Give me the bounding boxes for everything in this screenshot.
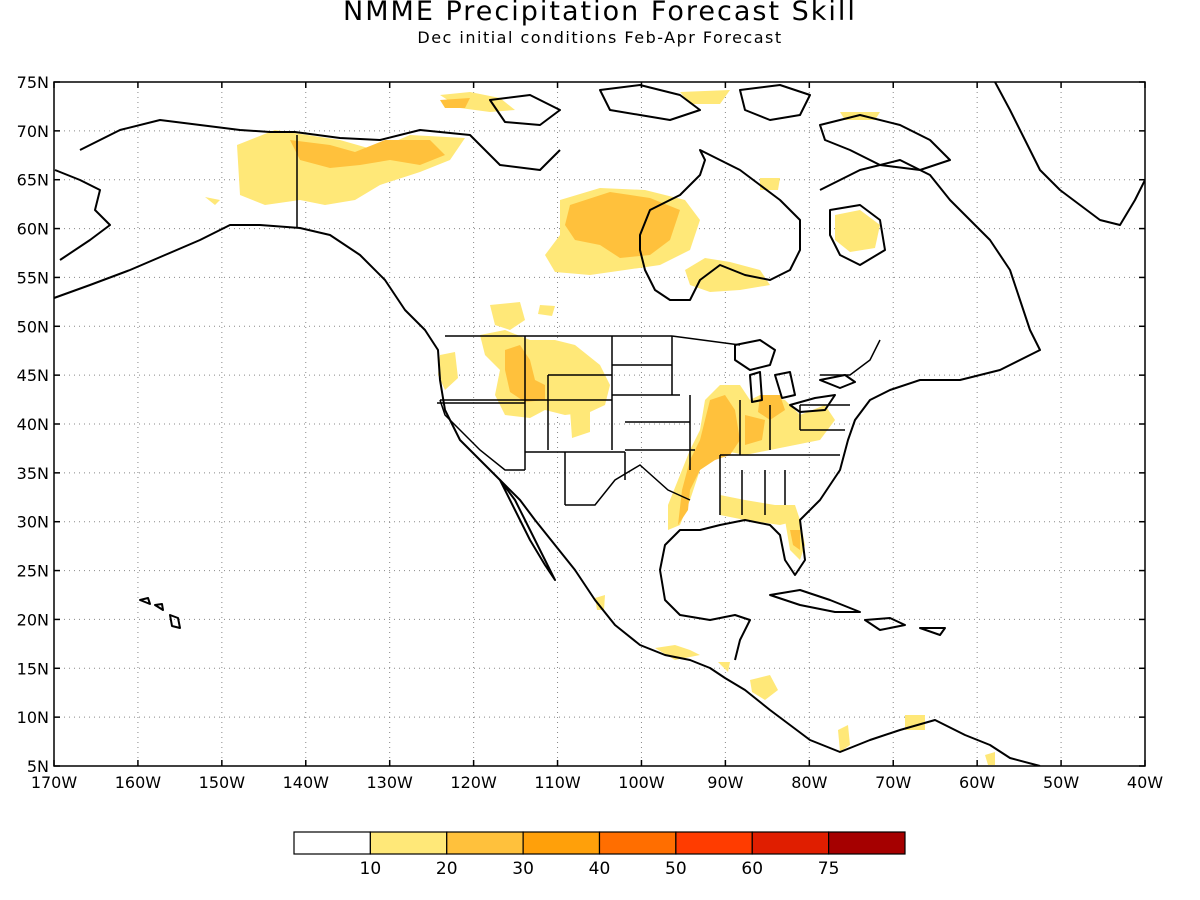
grid-lines [54, 82, 1145, 766]
lat-tick-label: 75N [17, 73, 49, 92]
political-borders [296, 135, 881, 515]
lat-tick-label: 45N [17, 366, 49, 385]
latitude-axis: 75N 70N 65N 60N 55N 50N 45N 40N 35N 30N 25N 20N 15N 1… [17, 73, 1145, 776]
lat-tick-label: 50N [17, 317, 49, 336]
longitude-axis: 170W 160W 150W 140W 130W 120W 110W 100W 90W 80W 70… [31, 82, 1163, 792]
map-subtitle: Dec initial conditions Feb-Apr Forecast [417, 28, 783, 47]
lon-tick-label: 140W [283, 773, 330, 792]
lat-tick-label: 5N [27, 757, 49, 776]
lat-tick-label: 35N [17, 464, 49, 483]
region-mexico-pac [595, 595, 605, 610]
region-pnw [490, 302, 525, 330]
region-ohio-20b [745, 415, 765, 445]
colorbar-swatch [598, 831, 677, 855]
colorbar-tick-label: 60 [741, 859, 763, 879]
region-arctic-2 [440, 98, 470, 108]
lat-tick-label: 30N [17, 513, 49, 532]
colorbar-swatch [675, 831, 753, 855]
region-wyoming [570, 408, 590, 438]
skill-shading [205, 90, 995, 765]
lon-tick-label: 110W [534, 773, 581, 792]
region-oregon [438, 352, 458, 390]
region-cent-am-2 [750, 675, 778, 700]
map-title: NMME Precipitation Forecast Skill [343, 0, 857, 27]
colorbar-tick-label: 75 [818, 859, 840, 879]
region-colombia [838, 725, 850, 752]
region-quebec [835, 210, 880, 252]
region-florida-20 [790, 530, 800, 550]
colorbar-tick-label: 30 [512, 859, 534, 879]
colorbar-swatch [293, 831, 371, 855]
region-cent-am-1 [655, 645, 700, 660]
colorbar-tick-label: 10 [360, 859, 382, 879]
lat-tick-label: 25N [17, 562, 49, 581]
colorbar-swatch [751, 831, 830, 855]
lat-tick-label: 55N [17, 268, 49, 287]
lon-tick-label: 50W [1043, 773, 1079, 792]
lat-tick-label: 40N [17, 415, 49, 434]
colorbar-tick-label: 50 [665, 859, 687, 879]
lon-tick-label: 70W [875, 773, 911, 792]
region-southeast [720, 495, 800, 525]
region-sa-coast [985, 752, 995, 765]
lon-tick-label: 60W [959, 773, 995, 792]
region-pnw-2 [538, 305, 555, 316]
colorbar-swatch [369, 831, 448, 855]
lon-tick-label: 130W [367, 773, 414, 792]
lon-tick-label: 100W [618, 773, 665, 792]
region-arctic-5 [760, 178, 780, 190]
region-yukon-20 [290, 140, 445, 168]
lat-tick-label: 15N [17, 659, 49, 678]
lat-tick-label: 10N [17, 708, 49, 727]
lat-tick-label: 70N [17, 122, 49, 141]
lat-tick-label: 65N [17, 171, 49, 190]
colorbar-swatch [522, 831, 601, 855]
lon-tick-label: 90W [707, 773, 743, 792]
lon-tick-label: 160W [115, 773, 162, 792]
lon-tick-label: 170W [31, 773, 78, 792]
colorbar: 10 20 30 40 50 60 75 [293, 831, 906, 879]
region-ohio-20 [758, 395, 785, 420]
region-cent-am-3 [718, 662, 730, 672]
region-nw-us-10 [480, 330, 610, 418]
coastlines [54, 82, 1145, 766]
colorbar-tick-label: 20 [436, 859, 458, 879]
region-alaska-south [205, 197, 220, 205]
lon-tick-label: 120W [450, 773, 497, 792]
colorbar-swatch [446, 831, 524, 855]
colorbar-tick-label: 40 [589, 859, 611, 879]
lon-tick-label: 80W [791, 773, 827, 792]
lon-tick-label: 150W [199, 773, 246, 792]
region-arctic-3 [680, 90, 730, 104]
region-hudson-south [685, 258, 770, 292]
lon-tick-label: 40W [1127, 773, 1163, 792]
lat-tick-label: 60N [17, 220, 49, 239]
region-mississippi-20 [678, 395, 740, 525]
lat-tick-label: 20N [17, 610, 49, 629]
colorbar-swatch [828, 831, 906, 855]
